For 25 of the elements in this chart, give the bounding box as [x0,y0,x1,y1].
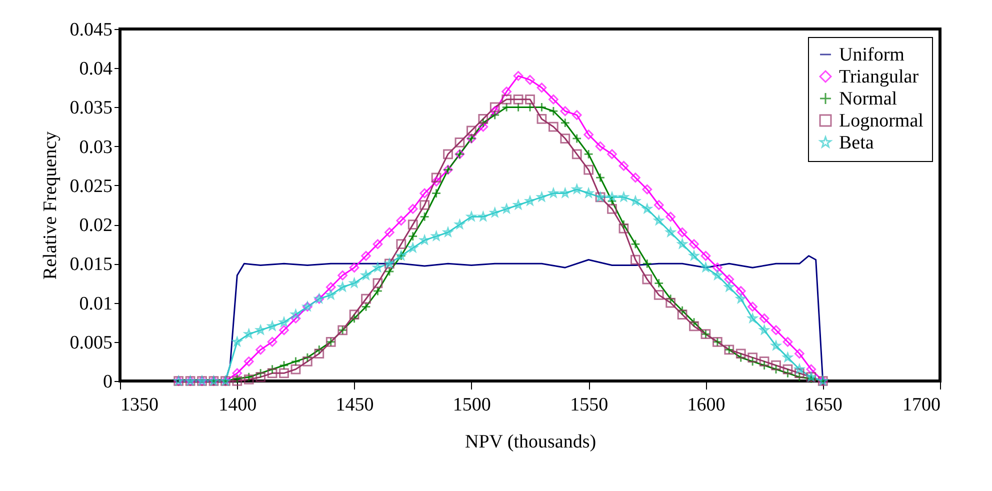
legend-label: Lognormal [839,110,924,132]
y-tick-label: 0.005 [70,332,112,354]
y-tick-label: 0.01 [79,293,112,314]
y-tick-label: 0.03 [79,136,112,158]
legend-label: Triangular [839,66,920,88]
y-tick-label: 0.04 [79,58,113,80]
x-axis-title: NPV (thousands) [464,432,596,452]
y-tick-label: 0.015 [70,254,112,276]
y-tick-label: 0.045 [70,20,112,40]
y-tick-label: 0.025 [70,176,112,197]
y-axis-title: Relative Frequency [40,130,61,280]
x-tick-label: 1550 [570,394,608,416]
x-tick-label: 1500 [452,394,491,416]
legend-label: Normal [839,88,898,110]
y-tick-label: 0 [103,372,112,392]
x-tick-label: 1400 [218,394,257,416]
legend-label: Uniform [839,44,905,66]
x-tick-label: 1600 [687,394,726,416]
x-tick-label: 1350 [120,394,158,416]
y-tick-label: 0.035 [70,98,112,119]
x-tick-label: 1650 [804,394,842,416]
x-tick-label: 1700 [902,394,940,416]
x-tick-label: 1450 [336,394,374,416]
legend-label: Beta [839,132,874,154]
y-tick-label: 0.02 [79,215,112,236]
